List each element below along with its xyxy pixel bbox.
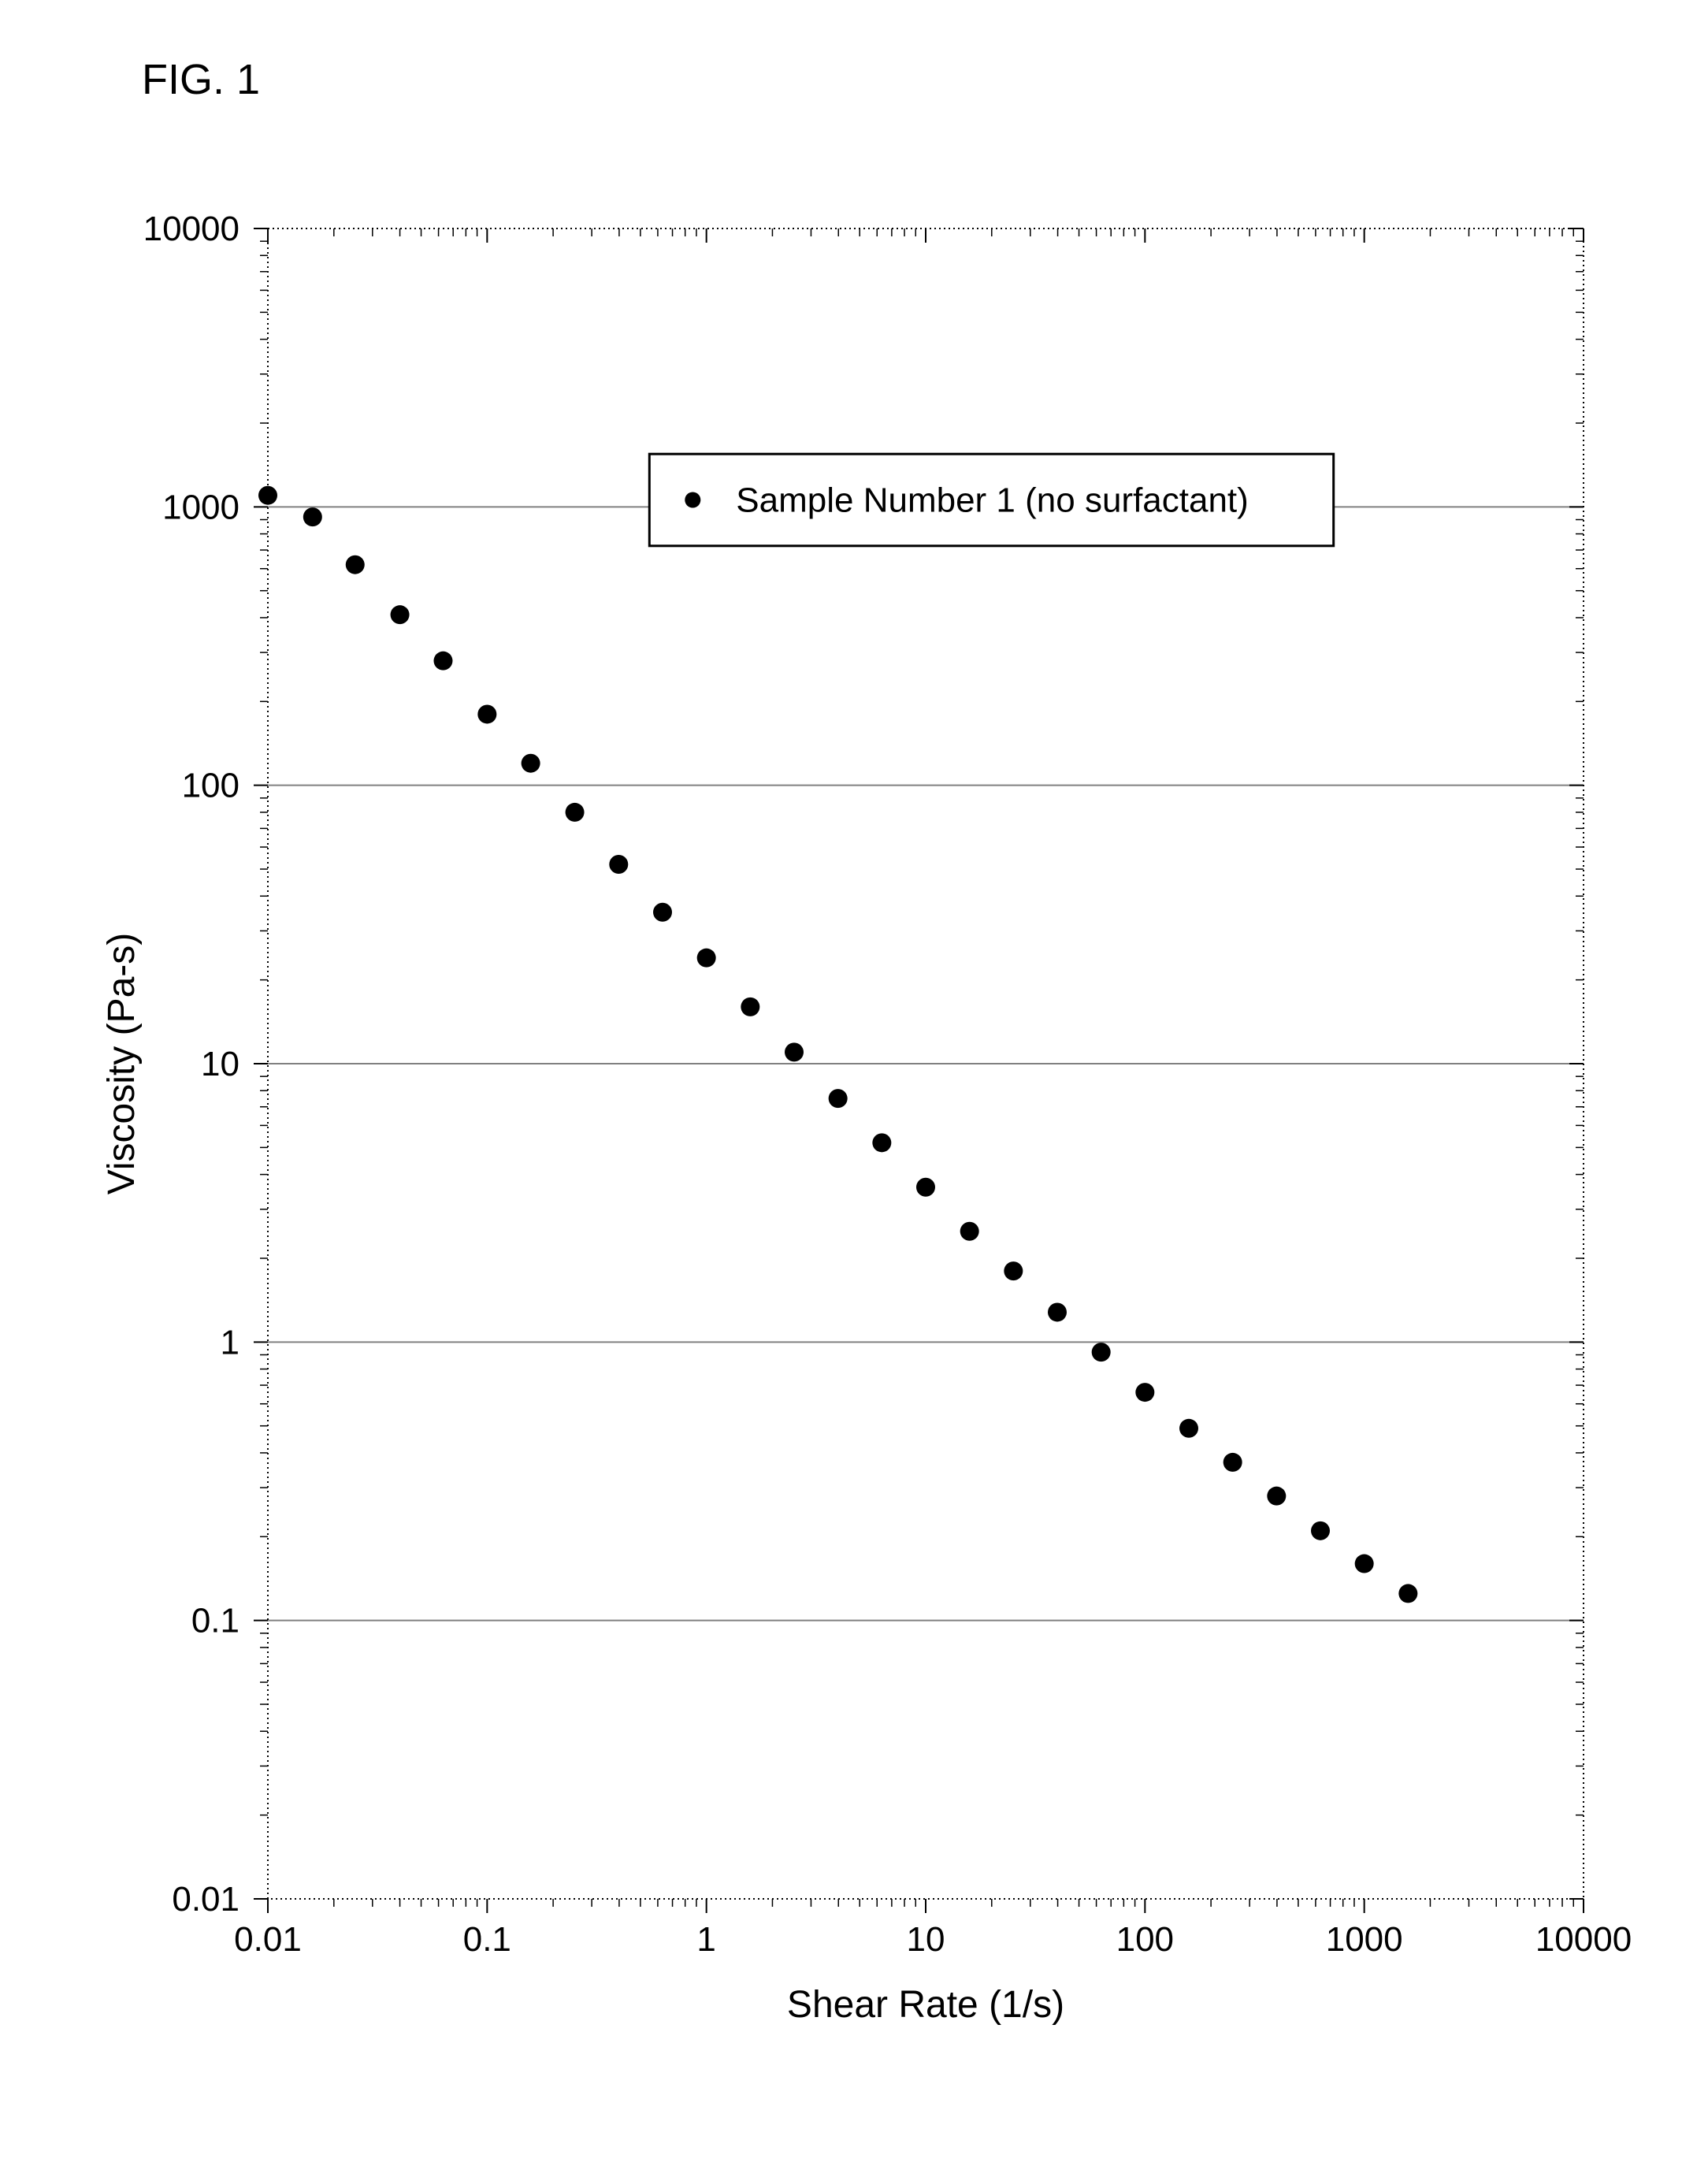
y-tick-label: 0.01 <box>172 1880 239 1919</box>
data-point <box>566 803 585 822</box>
data-point <box>872 1133 891 1152</box>
data-point <box>1398 1584 1417 1603</box>
data-point <box>1092 1343 1111 1362</box>
data-point <box>477 704 496 723</box>
data-point <box>1004 1261 1023 1280</box>
x-tick-label: 100 <box>1116 1920 1174 1959</box>
data-point <box>609 855 628 874</box>
data-point <box>1311 1521 1330 1540</box>
x-axis-label: Shear Rate (1/s) <box>787 1984 1064 2026</box>
y-tick-label: 10000 <box>143 210 239 248</box>
data-point <box>433 652 452 671</box>
data-point <box>346 555 365 574</box>
y-tick-label: 0.1 <box>191 1602 239 1640</box>
data-point <box>916 1178 935 1197</box>
chart-container: 0.01 0.1 1 10 100 1000 10000 0.01 0.1 1 10 100 1000 1… <box>71 165 1631 2135</box>
y-tick-label: 10 <box>201 1045 239 1083</box>
data-point <box>1223 1453 1242 1472</box>
legend-marker-icon <box>685 492 700 508</box>
data-point <box>303 507 322 526</box>
data-point <box>391 605 410 624</box>
page: FIG. 1 0.01 0.1 1 10 100 1000 10000 0.01 0.1 1 10 1… <box>0 0 1708 2177</box>
data-point <box>960 1222 979 1241</box>
x-tick-label: 10 <box>907 1920 945 1959</box>
y-tick-label: 1000 <box>162 488 239 526</box>
data-point <box>1355 1555 1374 1573</box>
viscosity-chart: 0.01 0.1 1 10 100 1000 10000 0.01 0.1 1 10 100 1000 1… <box>71 165 1631 2135</box>
x-tick-label: 1 <box>696 1920 715 1959</box>
figure-label: FIG. 1 <box>142 55 260 104</box>
data-point <box>1135 1383 1154 1402</box>
data-point <box>258 486 277 505</box>
x-tick-label: 1000 <box>1326 1920 1403 1959</box>
data-point <box>785 1042 804 1061</box>
data-point <box>829 1089 848 1108</box>
data-point <box>1048 1302 1067 1321</box>
y-axis-label: Viscosity (Pa-s) <box>101 933 143 1195</box>
x-tick-label: 0.1 <box>463 1920 511 1959</box>
data-point <box>522 754 540 773</box>
x-tick-label: 10000 <box>1535 1920 1631 1959</box>
data-point <box>653 903 672 922</box>
y-tick-label: 100 <box>182 767 239 805</box>
legend-label: Sample Number 1 (no surfactant) <box>736 481 1249 520</box>
y-tick-label: 1 <box>221 1323 239 1362</box>
data-point <box>697 949 716 968</box>
x-tick-label: 0.01 <box>234 1920 302 1959</box>
data-point <box>741 997 759 1016</box>
data-point <box>1267 1487 1286 1506</box>
data-point <box>1179 1419 1198 1438</box>
